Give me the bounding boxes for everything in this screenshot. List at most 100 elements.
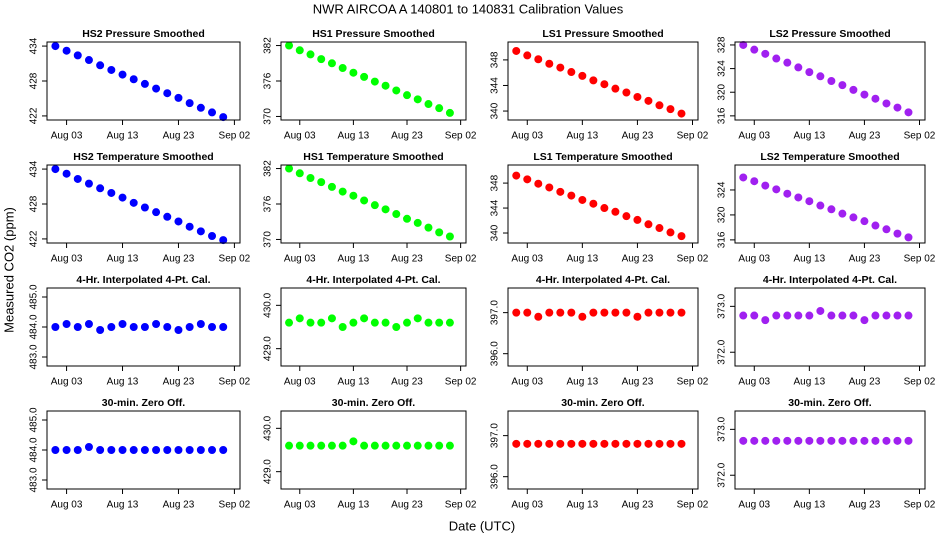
data-point (370, 201, 379, 210)
data-point (611, 439, 620, 448)
data-point (163, 446, 172, 454)
data-point (523, 175, 532, 184)
y-tick-label: 382 (263, 37, 274, 54)
y-tick-label: 372.0 (717, 339, 728, 364)
x-tick-label: Sep 02 (904, 254, 936, 265)
data-point (219, 113, 228, 122)
y-tick-label: 344 (490, 199, 501, 216)
data-point (827, 311, 836, 320)
x-tick-label: Aug 23 (163, 500, 195, 511)
data-point (860, 436, 869, 445)
data-point (556, 187, 565, 196)
data-point (445, 318, 454, 327)
data-point (666, 308, 675, 317)
data-point (445, 232, 454, 241)
data-point (644, 96, 653, 105)
data-point (761, 316, 770, 325)
x-tick-label: Aug 23 (622, 254, 654, 265)
data-point (589, 439, 598, 448)
data-point (381, 441, 390, 450)
plot-frame (507, 410, 699, 490)
x-tick-label: Aug 13 (338, 254, 370, 265)
x-tick-label: Aug 03 (284, 131, 316, 142)
data-point (295, 314, 304, 323)
data-point (73, 51, 82, 60)
data-point (567, 308, 576, 317)
data-point (129, 446, 138, 454)
x-tick-label: Sep 02 (677, 131, 709, 142)
data-point (392, 323, 401, 331)
data-point (424, 441, 433, 450)
data-point (750, 311, 759, 320)
y-tick-label: 324 (717, 181, 728, 198)
y-axis-label: Measured CO2 (ppm) (1, 207, 16, 333)
x-tick-label: Aug 23 (849, 254, 881, 265)
data-point (750, 436, 759, 445)
data-point (849, 311, 858, 320)
data-point (140, 79, 149, 88)
data-point (51, 323, 60, 331)
data-point (512, 171, 521, 180)
data-point (84, 179, 93, 188)
panel-title: LS2 Temperature Smoothed (760, 151, 899, 163)
panel-title: 30-min. Zero Off. (788, 397, 872, 409)
data-point (96, 61, 105, 70)
x-tick-label: Aug 03 (511, 254, 543, 265)
data-point (849, 436, 858, 445)
panel-title: LS2 Pressure Smoothed (769, 28, 890, 40)
data-point (196, 320, 205, 328)
x-tick-label: Sep 02 (677, 377, 709, 388)
data-point (578, 312, 587, 321)
x-tick-label: Aug 23 (849, 377, 881, 388)
data-point (129, 198, 138, 207)
data-point (51, 446, 60, 454)
data-point (185, 222, 194, 231)
data-point (893, 103, 902, 112)
data-point (306, 50, 315, 59)
x-tick-label: Aug 23 (391, 377, 423, 388)
data-point (633, 439, 642, 448)
data-point (816, 72, 825, 81)
x-tick-label: Aug 13 (338, 377, 370, 388)
data-point (534, 439, 543, 448)
x-tick-label: Aug 13 (566, 377, 598, 388)
data-point (403, 91, 412, 100)
x-tick-label: Aug 03 (51, 131, 83, 142)
y-tick-label: 397.0 (490, 300, 501, 325)
data-point (107, 323, 116, 331)
x-tick-label: Sep 02 (445, 377, 477, 388)
plot-frame (46, 41, 241, 121)
plot-frame (734, 164, 926, 244)
y-tick-label: 422 (29, 107, 40, 124)
data-point (73, 174, 82, 183)
data-point (772, 436, 781, 445)
data-point (600, 439, 609, 448)
data-point (392, 86, 401, 95)
x-tick-label: Aug 23 (163, 254, 195, 265)
data-point (556, 439, 565, 448)
data-point (445, 441, 454, 450)
x-tick-label: Sep 02 (445, 500, 477, 511)
data-point (611, 207, 620, 216)
data-point (677, 232, 686, 241)
data-point (370, 318, 379, 327)
data-point (381, 205, 390, 214)
plot-frame (280, 410, 467, 490)
data-point (512, 46, 521, 55)
data-point (904, 233, 913, 242)
data-point (152, 208, 161, 217)
x-tick-label: Aug 03 (511, 500, 543, 511)
data-point (84, 443, 93, 451)
plot-frame (734, 41, 926, 121)
y-tick-label: 348 (490, 174, 501, 191)
data-point (306, 441, 315, 450)
x-tick-label: Aug 13 (107, 131, 139, 142)
data-point (545, 308, 554, 317)
x-tick-label: Aug 03 (738, 377, 770, 388)
y-tick-label: 370 (263, 108, 274, 125)
x-tick-label: Aug 13 (793, 500, 825, 511)
data-point (622, 308, 631, 317)
data-point (285, 441, 294, 450)
data-point (118, 193, 127, 202)
data-point (349, 68, 358, 77)
